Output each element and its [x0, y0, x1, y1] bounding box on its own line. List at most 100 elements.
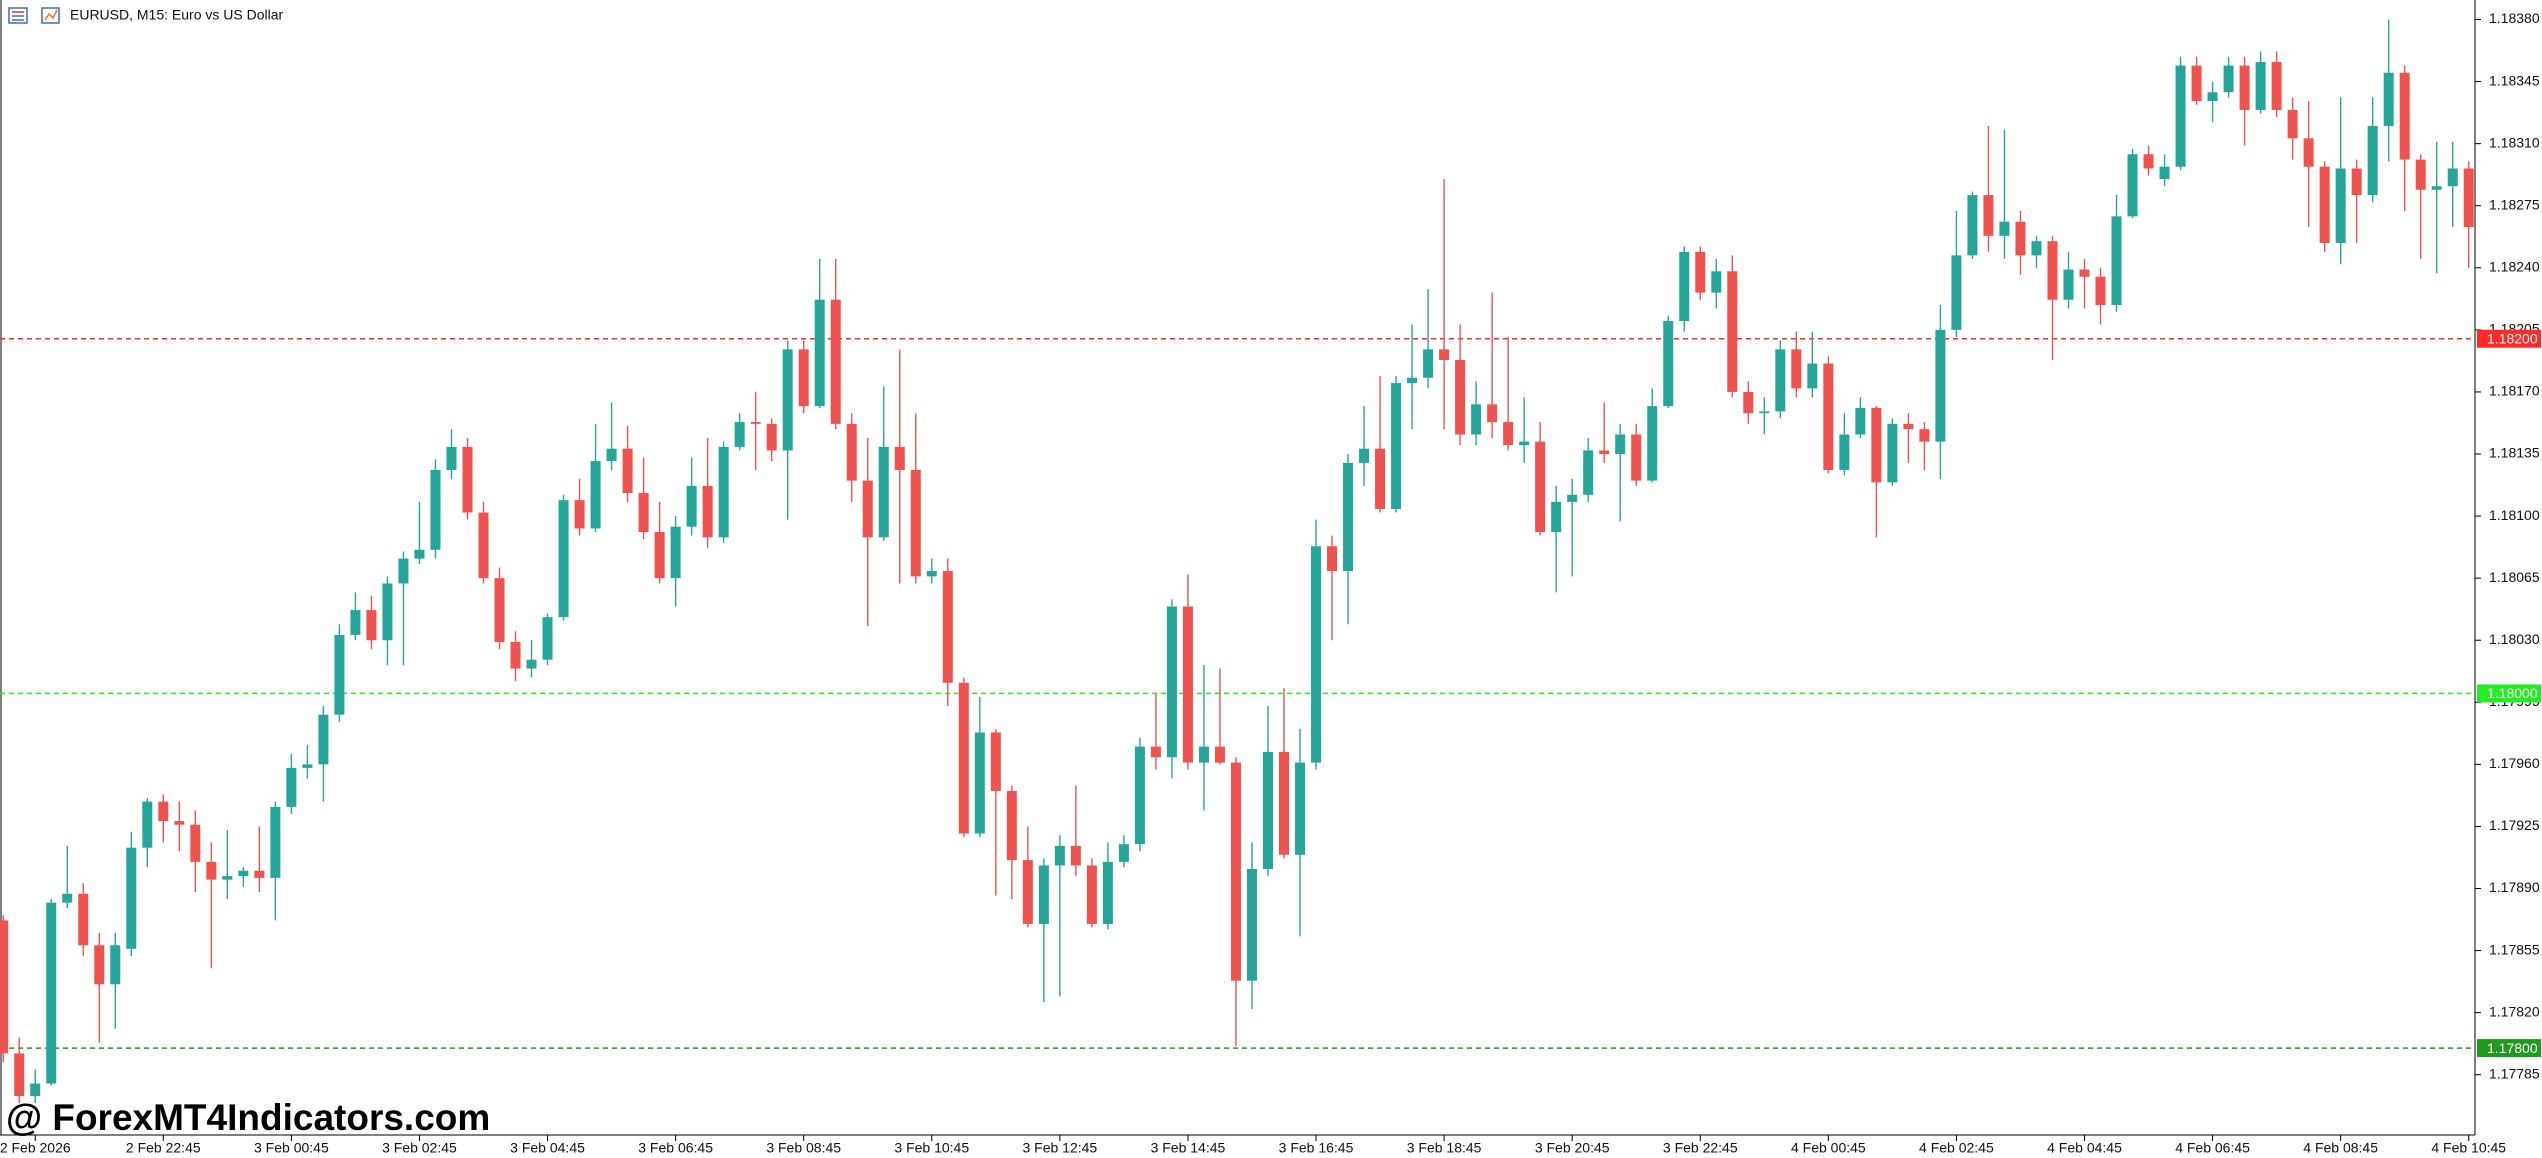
candle-body: [750, 422, 761, 424]
candle-body: [1279, 751, 1289, 855]
icon-chart-line: [44, 9, 58, 21]
candle-body: [462, 446, 473, 513]
candle-body: [1327, 546, 1338, 572]
candle-body: [974, 732, 985, 834]
x-axis: 2 Feb 2026 2 Feb 22:45 3 Feb 00:45 3 Feb 02…: [0, 1135, 2506, 1156]
candle-body: [718, 446, 729, 538]
candle-body: [430, 469, 441, 550]
candles: [0, 19, 2474, 1104]
candle-body: [1423, 349, 1434, 378]
candle-body: [2095, 276, 2106, 306]
candle-body: [1551, 501, 1562, 533]
x-tick-label: 3 Feb 02:45: [382, 1140, 457, 1156]
candle-body: [1535, 441, 1546, 533]
candle-body: [1887, 423, 1898, 483]
candle-body: [46, 902, 57, 1084]
candle-body: [2159, 166, 2170, 180]
y-tick-label: 1.18100: [2489, 507, 2540, 523]
candle-body: [654, 532, 665, 579]
candle-body: [1295, 762, 1306, 855]
y-tick-label: 1.18170: [2489, 383, 2540, 399]
x-tick-label: 3 Feb 12:45: [1022, 1140, 1097, 1156]
candle-body: [1583, 450, 1594, 495]
candle-body: [526, 659, 537, 669]
candle-body: [1919, 429, 1930, 442]
candle-body: [1359, 448, 1370, 463]
candle-body: [2303, 138, 2314, 167]
candle-body: [2175, 65, 2186, 167]
candle-body: [2111, 216, 2122, 306]
candle-body: [1407, 377, 1418, 384]
candle-body: [1246, 868, 1257, 981]
candle-body: [2463, 168, 2474, 227]
watermark: @ ForexMT4Indicators.com: [6, 1097, 490, 1138]
candle-body: [1262, 751, 1273, 869]
candle-body: [494, 578, 505, 642]
candle-body: [190, 824, 201, 862]
candle-body: [830, 299, 841, 424]
x-tick-label: 3 Feb 10:45: [894, 1140, 969, 1156]
candle-body: [2015, 221, 2026, 256]
candle-body: [1054, 845, 1065, 866]
candle-body: [814, 299, 825, 407]
x-tick-label: 3 Feb 14:45: [1151, 1140, 1226, 1156]
candle-body: [1070, 845, 1081, 866]
candle-body: [1487, 404, 1498, 423]
level-label-box: [2477, 684, 2541, 703]
candle-body: [1198, 746, 1209, 763]
candle-body: [1134, 746, 1145, 845]
candle-body: [1086, 865, 1097, 924]
candle-body: [1679, 251, 1690, 321]
candle-body: [302, 764, 313, 768]
x-tick-label: 4 Feb 02:45: [1919, 1140, 1994, 1156]
y-tick-label: 1.17890: [2489, 879, 2540, 895]
candle-body: [446, 446, 457, 470]
y-tick-label: 1.18135: [2489, 445, 2540, 461]
candle-body: [238, 870, 249, 877]
level-label-box: [2477, 1039, 2541, 1058]
candle-body: [1182, 606, 1193, 763]
candle-body: [350, 610, 361, 635]
candle-body: [1823, 363, 1834, 470]
candle-body: [1791, 349, 1802, 389]
candle-body: [1999, 221, 2010, 236]
x-tick-label: 3 Feb 18:45: [1407, 1140, 1482, 1156]
y-tick-label: 1.18240: [2489, 258, 2540, 274]
y-tick-label: 1.17855: [2489, 941, 2540, 957]
candle-body: [1150, 746, 1161, 758]
candle-body: [2447, 168, 2458, 187]
candle-body: [1839, 434, 1850, 470]
x-tick-label: 4 Feb 04:45: [2047, 1140, 2122, 1156]
candle-body: [2319, 166, 2330, 243]
candle-body: [2415, 159, 2426, 190]
candle-body: [2207, 92, 2218, 102]
y-tick-label: 1.18310: [2489, 134, 2540, 150]
candle-body: [0, 920, 9, 1054]
level-label: 1.18200: [2487, 330, 2538, 346]
candle-body: [206, 861, 217, 880]
y-tick-label: 1.18380: [2489, 10, 2540, 26]
candle-body: [94, 945, 105, 985]
y-tick-label: 1.17925: [2489, 817, 2540, 833]
candle-body: [318, 714, 329, 765]
candle-body: [78, 893, 89, 946]
x-tick-label: 4 Feb 06:45: [2175, 1140, 2250, 1156]
candle-body: [1166, 606, 1177, 758]
x-tick-label: 4 Feb 08:45: [2303, 1140, 2378, 1156]
candle-body: [478, 512, 489, 579]
candle-body: [62, 893, 73, 903]
candle-body: [1519, 441, 1530, 446]
candle-body: [382, 583, 393, 641]
candle-body: [638, 493, 649, 533]
candle-body: [1455, 360, 1466, 435]
candle-body: [2047, 241, 2058, 300]
candle-body: [142, 801, 153, 848]
candle-body: [798, 349, 809, 407]
chart-title: EURUSD, M15: Euro vs US Dollar: [70, 7, 284, 23]
candle-body: [2287, 109, 2298, 139]
x-tick-label: 4 Feb 10:45: [2431, 1140, 2506, 1156]
candle-body: [1230, 762, 1241, 981]
candle-body: [1647, 406, 1658, 481]
level-labels: 1.18200 1.18000 1.17800: [2477, 329, 2541, 1058]
